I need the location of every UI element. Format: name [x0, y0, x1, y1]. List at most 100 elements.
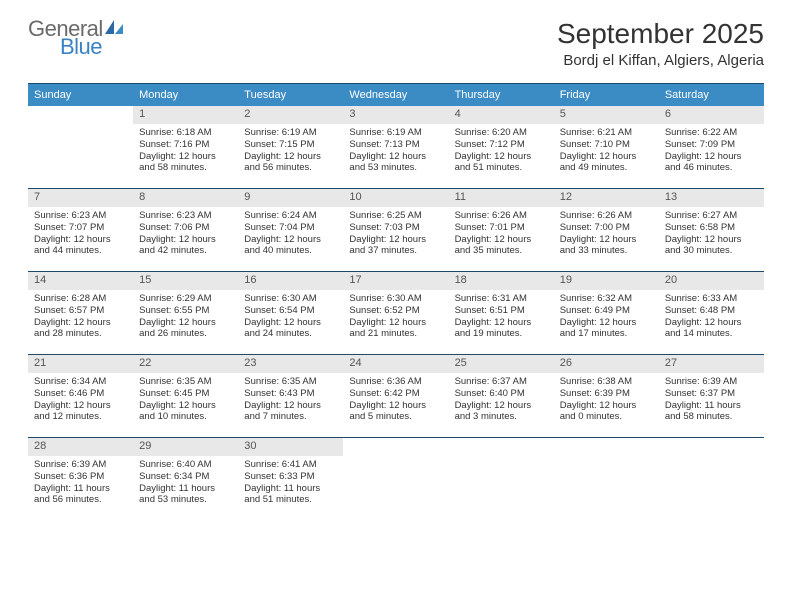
sunrise-text: Sunrise: 6:40 AM	[139, 459, 232, 471]
day-number: 10	[343, 189, 448, 207]
day-label: Wednesday	[343, 84, 448, 106]
sunrise-text: Sunrise: 6:20 AM	[455, 127, 548, 139]
day-cell: 28Sunrise: 6:39 AMSunset: 6:36 PMDayligh…	[28, 438, 133, 520]
day-content: Sunrise: 6:23 AMSunset: 7:06 PMDaylight:…	[133, 207, 238, 263]
daylight-text: Daylight: 12 hours and 35 minutes.	[455, 234, 548, 258]
day-content: Sunrise: 6:32 AMSunset: 6:49 PMDaylight:…	[554, 290, 659, 346]
sunrise-text: Sunrise: 6:19 AM	[244, 127, 337, 139]
day-content: Sunrise: 6:33 AMSunset: 6:48 PMDaylight:…	[659, 290, 764, 346]
sunset-text: Sunset: 6:51 PM	[455, 305, 548, 317]
daylight-text: Daylight: 12 hours and 17 minutes.	[560, 317, 653, 341]
daylight-text: Daylight: 12 hours and 37 minutes.	[349, 234, 442, 258]
day-number: 30	[238, 438, 343, 456]
sunrise-text: Sunrise: 6:37 AM	[455, 376, 548, 388]
sunset-text: Sunset: 6:33 PM	[244, 471, 337, 483]
day-cell	[554, 438, 659, 520]
daylight-text: Daylight: 12 hours and 33 minutes.	[560, 234, 653, 258]
day-number: 9	[238, 189, 343, 207]
daylight-text: Daylight: 12 hours and 21 minutes.	[349, 317, 442, 341]
day-number: 17	[343, 272, 448, 290]
sunrise-text: Sunrise: 6:26 AM	[560, 210, 653, 222]
day-content: Sunrise: 6:23 AMSunset: 7:07 PMDaylight:…	[28, 207, 133, 263]
day-number: 12	[554, 189, 659, 207]
day-cell	[449, 438, 554, 520]
sunrise-text: Sunrise: 6:32 AM	[560, 293, 653, 305]
daylight-text: Daylight: 12 hours and 5 minutes.	[349, 400, 442, 424]
daylight-text: Daylight: 11 hours and 56 minutes.	[34, 483, 127, 507]
day-number: 19	[554, 272, 659, 290]
day-cell: 15Sunrise: 6:29 AMSunset: 6:55 PMDayligh…	[133, 272, 238, 354]
sunrise-text: Sunrise: 6:35 AM	[139, 376, 232, 388]
day-content: Sunrise: 6:30 AMSunset: 6:54 PMDaylight:…	[238, 290, 343, 346]
daylight-text: Daylight: 12 hours and 46 minutes.	[665, 151, 758, 175]
day-cell	[343, 438, 448, 520]
sunset-text: Sunset: 7:01 PM	[455, 222, 548, 234]
day-number: 7	[28, 189, 133, 207]
daylight-text: Daylight: 11 hours and 58 minutes.	[665, 400, 758, 424]
day-content: Sunrise: 6:35 AMSunset: 6:43 PMDaylight:…	[238, 373, 343, 429]
day-cell	[659, 438, 764, 520]
sunrise-text: Sunrise: 6:19 AM	[349, 127, 442, 139]
sunset-text: Sunset: 6:40 PM	[455, 388, 548, 400]
sunset-text: Sunset: 7:06 PM	[139, 222, 232, 234]
sunset-text: Sunset: 7:03 PM	[349, 222, 442, 234]
day-number: 20	[659, 272, 764, 290]
day-cell: 6Sunrise: 6:22 AMSunset: 7:09 PMDaylight…	[659, 106, 764, 188]
sunrise-text: Sunrise: 6:34 AM	[34, 376, 127, 388]
daylight-text: Daylight: 11 hours and 51 minutes.	[244, 483, 337, 507]
day-content: Sunrise: 6:31 AMSunset: 6:51 PMDaylight:…	[449, 290, 554, 346]
sunrise-text: Sunrise: 6:36 AM	[349, 376, 442, 388]
sunset-text: Sunset: 6:34 PM	[139, 471, 232, 483]
sunset-text: Sunset: 6:49 PM	[560, 305, 653, 317]
sunset-text: Sunset: 6:55 PM	[139, 305, 232, 317]
page-title: September 2025	[557, 18, 764, 50]
sunset-text: Sunset: 6:52 PM	[349, 305, 442, 317]
day-content: Sunrise: 6:28 AMSunset: 6:57 PMDaylight:…	[28, 290, 133, 346]
day-number: 24	[343, 355, 448, 373]
sunset-text: Sunset: 7:15 PM	[244, 139, 337, 151]
day-cell: 21Sunrise: 6:34 AMSunset: 6:46 PMDayligh…	[28, 355, 133, 437]
day-cell: 14Sunrise: 6:28 AMSunset: 6:57 PMDayligh…	[28, 272, 133, 354]
day-number	[554, 438, 659, 442]
sunset-text: Sunset: 6:48 PM	[665, 305, 758, 317]
sunrise-text: Sunrise: 6:26 AM	[455, 210, 548, 222]
day-label: Thursday	[449, 84, 554, 106]
day-number: 22	[133, 355, 238, 373]
daylight-text: Daylight: 12 hours and 30 minutes.	[665, 234, 758, 258]
day-cell: 24Sunrise: 6:36 AMSunset: 6:42 PMDayligh…	[343, 355, 448, 437]
day-cell: 3Sunrise: 6:19 AMSunset: 7:13 PMDaylight…	[343, 106, 448, 188]
day-content: Sunrise: 6:39 AMSunset: 6:37 PMDaylight:…	[659, 373, 764, 429]
sunset-text: Sunset: 6:58 PM	[665, 222, 758, 234]
daylight-text: Daylight: 12 hours and 10 minutes.	[139, 400, 232, 424]
daylight-text: Daylight: 12 hours and 28 minutes.	[34, 317, 127, 341]
daylight-text: Daylight: 12 hours and 51 minutes.	[455, 151, 548, 175]
day-number	[659, 438, 764, 442]
daylight-text: Daylight: 12 hours and 40 minutes.	[244, 234, 337, 258]
day-number: 8	[133, 189, 238, 207]
daylight-text: Daylight: 12 hours and 19 minutes.	[455, 317, 548, 341]
week-row: 28Sunrise: 6:39 AMSunset: 6:36 PMDayligh…	[28, 437, 764, 520]
sunrise-text: Sunrise: 6:22 AM	[665, 127, 758, 139]
sunrise-text: Sunrise: 6:24 AM	[244, 210, 337, 222]
day-number: 4	[449, 106, 554, 124]
sunrise-text: Sunrise: 6:35 AM	[244, 376, 337, 388]
day-content: Sunrise: 6:27 AMSunset: 6:58 PMDaylight:…	[659, 207, 764, 263]
day-cell: 13Sunrise: 6:27 AMSunset: 6:58 PMDayligh…	[659, 189, 764, 271]
location-text: Bordj el Kiffan, Algiers, Algeria	[557, 52, 764, 69]
day-number: 14	[28, 272, 133, 290]
daylight-text: Daylight: 12 hours and 56 minutes.	[244, 151, 337, 175]
day-cell: 26Sunrise: 6:38 AMSunset: 6:39 PMDayligh…	[554, 355, 659, 437]
sunset-text: Sunset: 7:13 PM	[349, 139, 442, 151]
day-content: Sunrise: 6:18 AMSunset: 7:16 PMDaylight:…	[133, 124, 238, 180]
day-content: Sunrise: 6:41 AMSunset: 6:33 PMDaylight:…	[238, 456, 343, 512]
day-number	[343, 438, 448, 442]
day-label: Saturday	[659, 84, 764, 106]
day-cell: 19Sunrise: 6:32 AMSunset: 6:49 PMDayligh…	[554, 272, 659, 354]
sunrise-text: Sunrise: 6:27 AM	[665, 210, 758, 222]
day-content: Sunrise: 6:35 AMSunset: 6:45 PMDaylight:…	[133, 373, 238, 429]
day-number: 21	[28, 355, 133, 373]
daylight-text: Daylight: 12 hours and 3 minutes.	[455, 400, 548, 424]
sunrise-text: Sunrise: 6:25 AM	[349, 210, 442, 222]
calendar: Sunday Monday Tuesday Wednesday Thursday…	[28, 83, 764, 520]
day-cell: 29Sunrise: 6:40 AMSunset: 6:34 PMDayligh…	[133, 438, 238, 520]
